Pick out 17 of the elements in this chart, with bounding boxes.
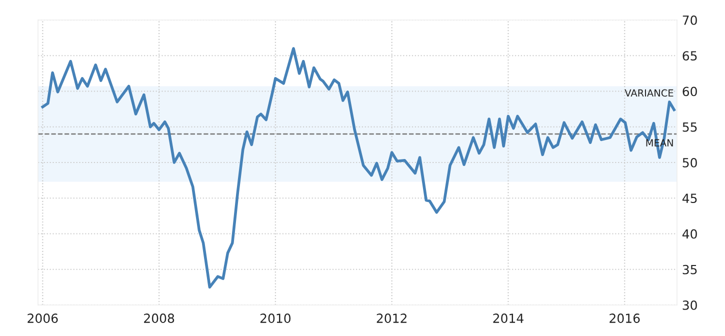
y-tick-label: 55: [682, 122, 697, 132]
y-tick-label: 70: [682, 15, 697, 25]
y-tick-label: 35: [682, 264, 697, 274]
x-tick-label: 2014: [493, 314, 524, 324]
x-tick-label: 2010: [260, 314, 291, 324]
x-tick-label: 2006: [28, 314, 58, 324]
band-label: VARIANCE: [624, 89, 674, 97]
y-tick-label: 30: [682, 300, 697, 310]
y-tick-label: 60: [682, 86, 697, 96]
x-tick-label: 2012: [376, 314, 406, 324]
y-tick-label: 50: [682, 158, 697, 168]
y-tick-label: 65: [682, 51, 697, 61]
x-tick-label: 2016: [610, 314, 640, 324]
line-series: [41, 47, 676, 289]
y-tick-label: 45: [682, 194, 697, 204]
x-tick-label: 2008: [144, 314, 174, 324]
y-tick-label: 40: [682, 229, 697, 239]
